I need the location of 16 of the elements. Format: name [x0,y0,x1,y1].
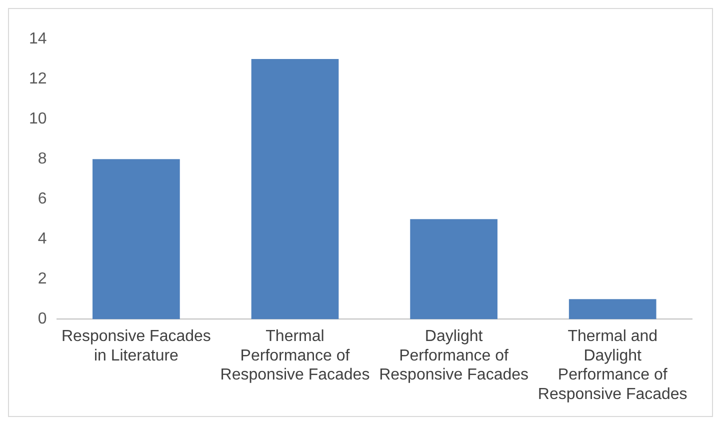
bar [92,159,180,320]
y-tick-label: 8 [38,150,47,168]
bar [251,59,339,320]
y-tick-label: 0 [38,310,47,328]
x-tick-label: Daylight Performance of Responsive Facades [379,328,529,384]
y-tick-label: 6 [38,190,47,208]
y-tick-label: 4 [38,230,47,248]
bar [410,219,498,320]
x-tick-label: Responsive Facades in Literature [61,328,211,364]
x-tick-label: Thermal and Daylight Performance of Responsive Facades [538,328,688,403]
y-tick-label: 14 [29,30,47,48]
x-tick-label: Thermal Performance of Responsive Facades [220,328,370,384]
y-tick-label: 12 [29,70,47,88]
y-tick-label: 2 [38,270,47,288]
bar [568,299,656,320]
y-tick-label: 10 [29,110,47,128]
